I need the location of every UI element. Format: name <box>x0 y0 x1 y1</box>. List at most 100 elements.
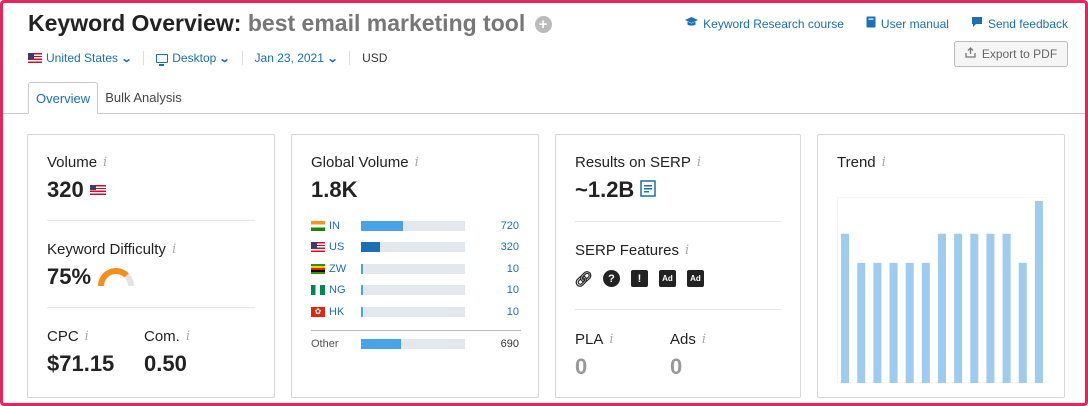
com-value: 0.50 <box>144 351 187 376</box>
trend-card: Trend i <box>817 134 1065 398</box>
country-volume: 10 <box>506 305 519 318</box>
kd-label: Keyword Difficulty <box>47 241 166 258</box>
link-label: Keyword Research course <box>703 16 844 31</box>
country-row[interactable]: ✿ HK 10 <box>311 301 521 323</box>
link-label: Send feedback <box>987 16 1068 31</box>
global-volume-value: 1.8K <box>311 177 358 202</box>
hong-kong-flag-icon: ✿ <box>311 306 325 317</box>
device-value: Desktop <box>172 51 217 65</box>
info-icon[interactable]: i <box>414 155 419 170</box>
volume-bar <box>361 306 465 317</box>
results-value: ~1.2B <box>575 177 635 202</box>
trend-bar[interactable] <box>889 262 898 383</box>
trend-bar[interactable] <box>857 262 866 383</box>
kd-label-row: Keyword Difficulty i <box>47 241 176 258</box>
kd-gauge-icon <box>98 268 135 287</box>
trend-bar[interactable] <box>921 262 930 383</box>
date-selector[interactable]: Jan 23, 2021 ⌄ <box>255 51 351 65</box>
serp-features-label-row: SERP Features i <box>575 242 704 259</box>
divider <box>47 220 255 221</box>
ad-top-icon[interactable]: Ad <box>659 270 676 287</box>
country-selector[interactable]: United States ⌄ <box>28 51 145 65</box>
tab-bulk-analysis[interactable]: Bulk Analysis <box>105 90 182 105</box>
info-icon[interactable]: i <box>609 332 614 347</box>
device-selector[interactable]: Desktop ⌄ <box>156 51 243 66</box>
divider <box>47 307 255 308</box>
link-icon[interactable]: 🔗︎ <box>573 270 594 288</box>
ads-label: Ads <box>670 331 696 348</box>
info-icon[interactable]: i <box>696 155 702 170</box>
global-volume-card: Global Volume i 1.8K IN 720 US 320 ZW 10… <box>291 134 539 398</box>
tab-bar: Overview Bulk Analysis <box>28 82 189 114</box>
trend-bar[interactable] <box>841 233 850 383</box>
volume-bar-fill <box>361 220 403 231</box>
ads-label-row: Ads i <box>670 331 706 348</box>
cpc-label-row: CPC i <box>47 328 114 345</box>
country-code: HK <box>329 305 345 318</box>
info-icon[interactable]: i <box>185 329 191 344</box>
serp-snapshot-icon[interactable] <box>640 177 657 203</box>
trend-bar[interactable] <box>905 262 914 383</box>
country-row[interactable]: NG 10 <box>311 280 521 302</box>
info-icon[interactable]: i <box>684 243 690 258</box>
cpc-value: $71.15 <box>47 351 115 376</box>
info-icon[interactable]: i <box>881 155 886 170</box>
serp-card: Results on SERP i ~1.2B SERP Features i … <box>555 134 801 398</box>
global-volume-label: Global Volume <box>311 154 409 171</box>
tab-overview[interactable]: Overview <box>28 82 99 114</box>
volume-bar-fill <box>361 339 401 350</box>
volume-label-row: Volume i <box>47 154 107 171</box>
results-value-row: ~1.2B <box>575 177 701 203</box>
info-icon[interactable]: i <box>171 242 177 257</box>
info-icon[interactable]: i <box>701 332 707 347</box>
plus-circle-icon[interactable]: + <box>534 16 552 33</box>
global-volume-label-row: Global Volume i <box>311 154 419 171</box>
question-icon[interactable]: ? <box>603 270 620 287</box>
country-code: IN <box>329 219 340 232</box>
serp-features-list: 🔗︎ ? ! Ad Ad <box>573 270 704 288</box>
country-list: IN 720 US 320 ZW 10 NG 10 ✿ HK 10 <box>311 215 521 355</box>
exclamation-icon[interactable]: ! <box>631 270 648 287</box>
us-flag-icon <box>28 53 42 63</box>
info-icon[interactable]: i <box>103 155 108 170</box>
divider <box>575 221 781 222</box>
country-code: US <box>329 241 345 254</box>
trend-bar[interactable] <box>986 233 995 383</box>
trend-bar[interactable] <box>1034 201 1043 383</box>
volume-card: Volume i 320 Keyword Difficulty i 75% CP… <box>27 134 275 398</box>
keyword-research-course-link[interactable]: Keyword Research course <box>685 16 844 31</box>
results-label: Results on SERP <box>575 154 691 171</box>
ad-bottom-icon[interactable]: Ad <box>687 270 704 287</box>
trend-bar[interactable] <box>938 233 946 383</box>
country-volume: 10 <box>506 262 519 275</box>
volume-bar-fill <box>361 285 364 296</box>
trend-bar[interactable] <box>1002 233 1011 383</box>
export-pdf-button[interactable]: Export to PDF <box>954 41 1068 67</box>
desktop-icon <box>156 53 169 66</box>
trend-bar[interactable] <box>954 233 963 383</box>
chevron-down-icon: ⌄ <box>120 52 133 65</box>
export-label: Export to PDF <box>981 47 1058 61</box>
country-row[interactable]: ZW 10 <box>311 258 521 280</box>
results-label-row: Results on SERP i <box>575 154 701 171</box>
info-icon[interactable]: i <box>84 329 89 344</box>
volume-bar <box>361 285 465 296</box>
trend-chart <box>837 197 1047 383</box>
country-row[interactable]: US 320 <box>311 237 521 259</box>
currency-label: USD <box>362 51 399 65</box>
other-row: Other 690 <box>311 334 521 356</box>
title-keyword: best email marketing tool <box>247 10 526 36</box>
speech-bubble-icon <box>971 16 983 31</box>
kd-value: 75% <box>47 264 92 289</box>
user-manual-link[interactable]: User manual <box>866 16 949 31</box>
send-feedback-link[interactable]: Send feedback <box>971 16 1068 31</box>
divider <box>575 309 781 310</box>
trend-bar[interactable] <box>970 233 979 383</box>
country-row[interactable]: IN 720 <box>311 215 521 237</box>
com-label-row: Com. i <box>144 328 190 345</box>
serp-features-label: SERP Features <box>575 242 679 259</box>
volume-bar <box>361 242 465 253</box>
trend-bar[interactable] <box>1018 262 1027 383</box>
trend-bar[interactable] <box>873 262 882 383</box>
nigeria-flag-icon <box>311 285 325 296</box>
